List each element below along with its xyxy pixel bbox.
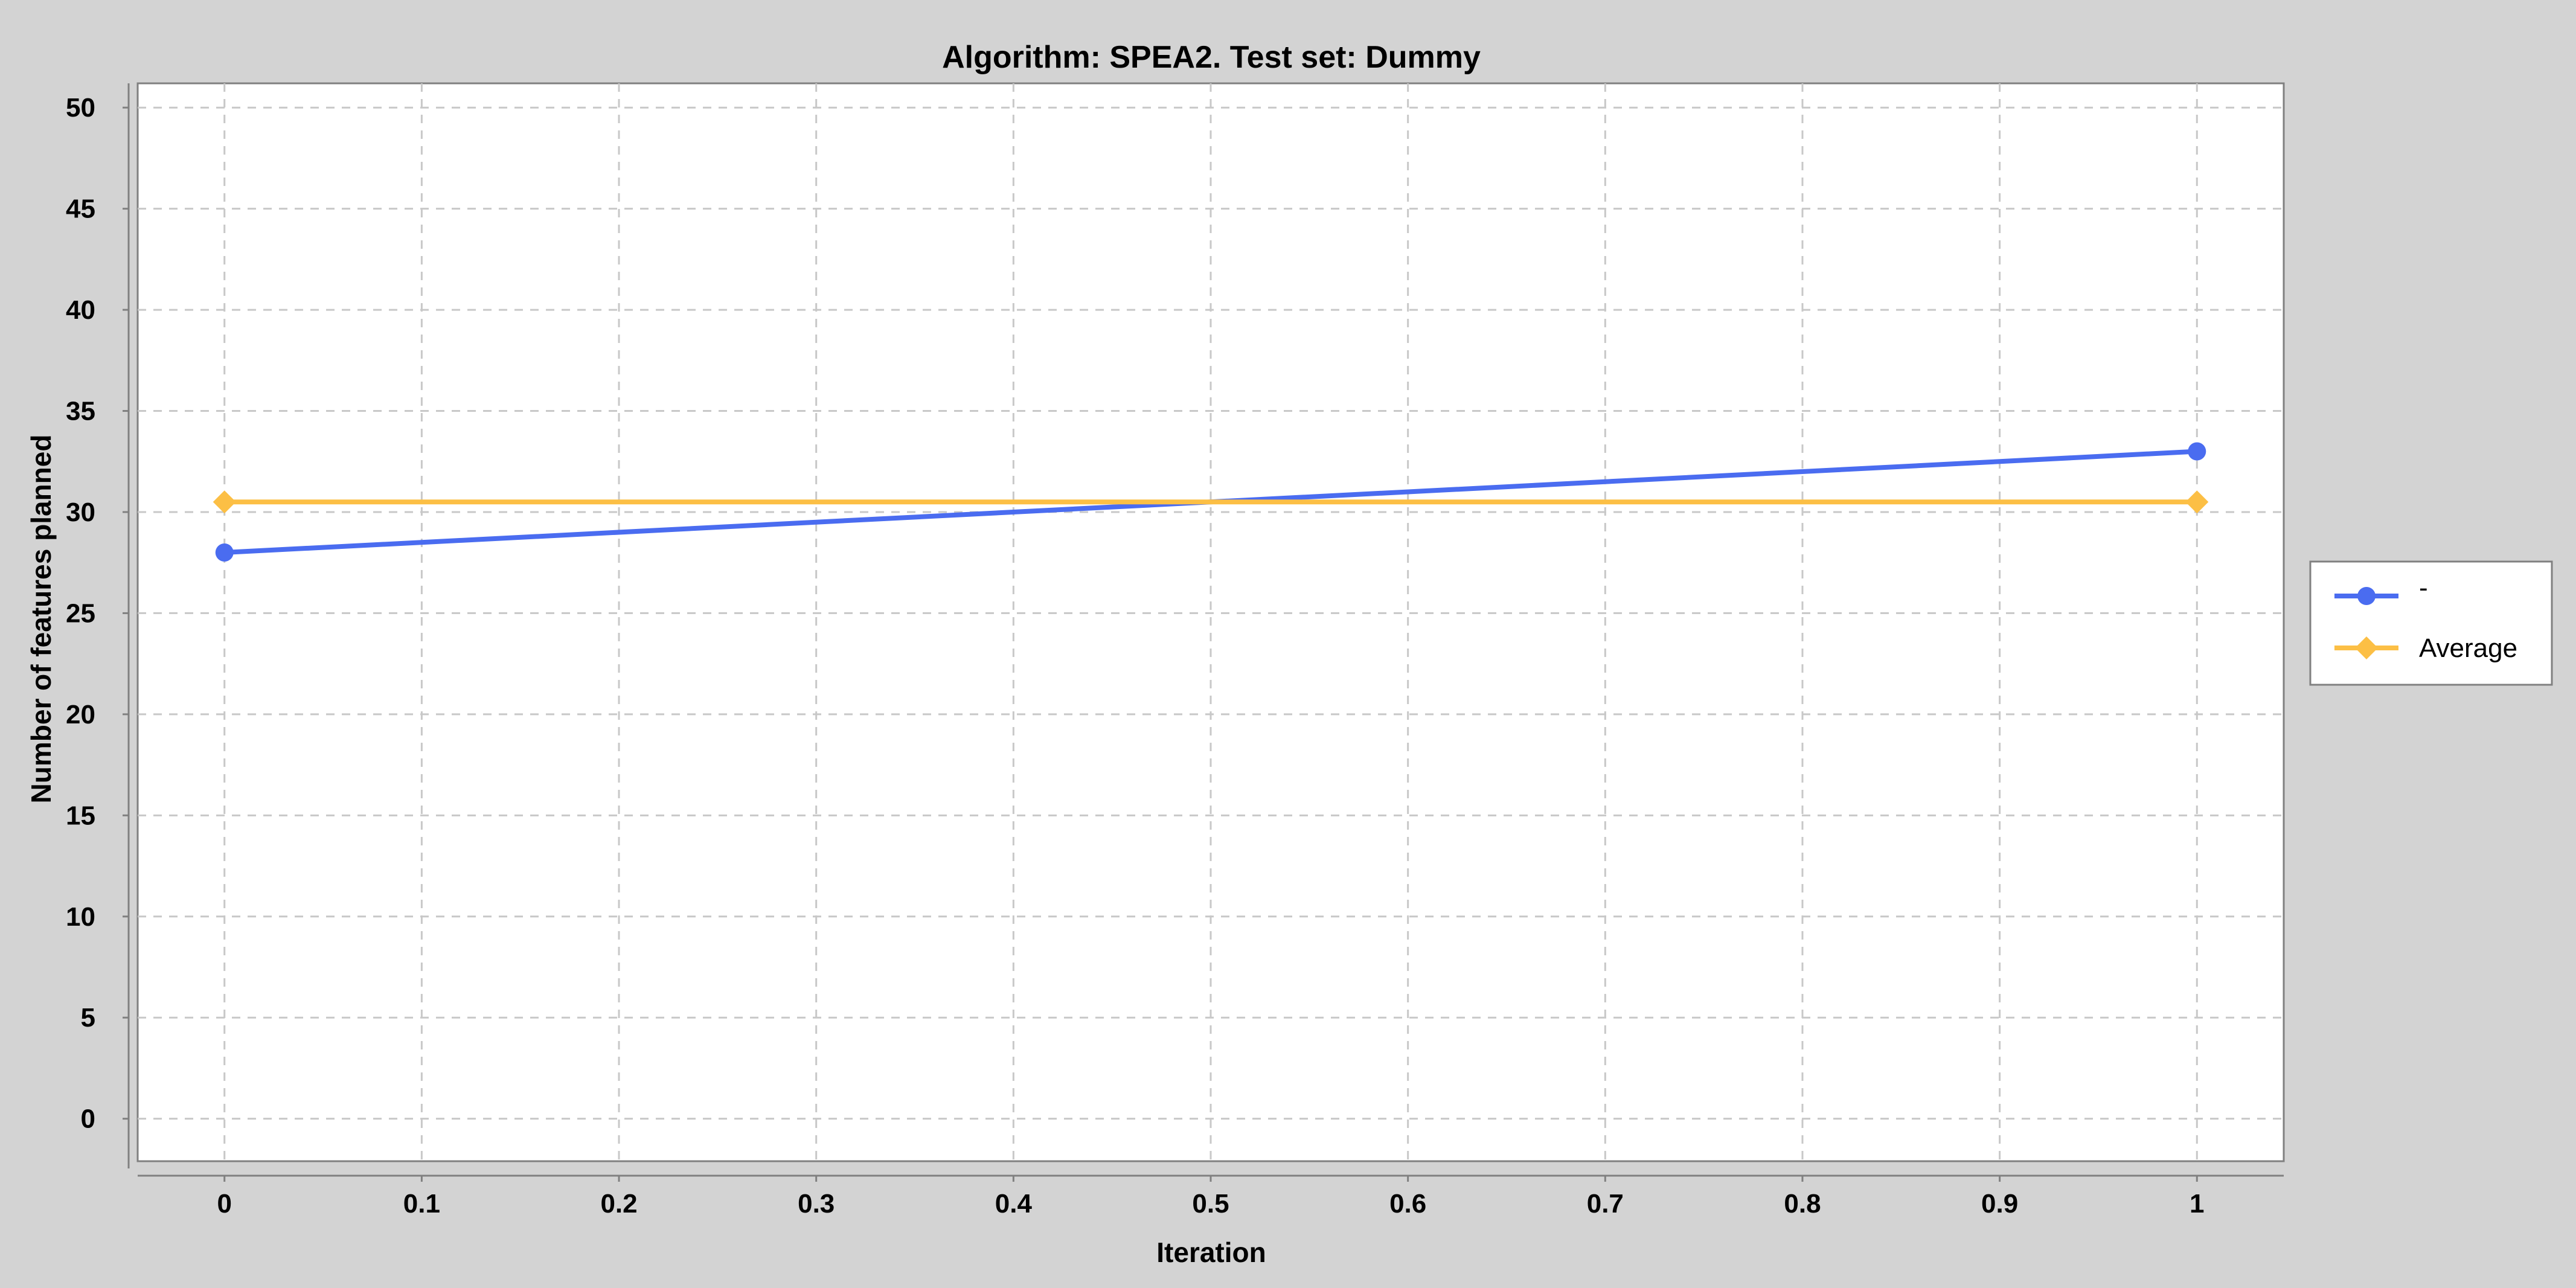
data-point [215,543,234,562]
x-tick-label: 0 [217,1189,231,1219]
x-tick-label: 0.2 [600,1189,637,1219]
y-tick-label: 20 [66,700,95,729]
y-tick-label: 10 [66,902,95,932]
legend-box [2309,560,2553,686]
legend-item: - [2334,573,2428,605]
x-tick-label: 0.5 [1192,1189,1229,1219]
x-tick-label: 0.4 [995,1189,1033,1219]
legend-swatch-marker [2355,636,2378,659]
x-tick-label: 1 [2190,1189,2204,1219]
legend-items: - Average [2334,573,2517,663]
grid [138,83,2284,1161]
x-axis-label: Iteration [1156,1237,1266,1268]
y-axis-ticks: 0 5 10 15 20 25 30 35 40 45 50 [66,93,129,1134]
legend-item: Average [2334,633,2517,663]
y-tick-label: 0 [81,1104,95,1134]
y-axis-label: Number of features planned [25,435,57,804]
x-tick-label: 0.3 [798,1189,835,1219]
data-point [213,490,236,514]
y-tick-label: 25 [66,598,95,628]
y-tick-label: 40 [66,295,95,325]
legend-label: - [2419,573,2428,603]
y-tick-label: 35 [66,397,95,426]
x-tick-label: 0.6 [1389,1189,1426,1219]
y-tick-label: 45 [66,194,95,224]
series-layer [213,442,2209,562]
data-point [2188,442,2206,461]
y-tick-label: 5 [81,1003,95,1033]
x-tick-label: 0.9 [1981,1189,2018,1219]
series-1 [213,490,2209,514]
x-tick-label: 0.1 [403,1189,440,1219]
data-point [2185,490,2209,514]
y-tick-label: 15 [66,801,95,830]
chart-title: Algorithm: SPEA2. Test set: Dummy [942,40,1481,75]
x-tick-label: 0.8 [1784,1189,1821,1219]
legend-swatch-marker [2357,587,2376,605]
y-tick-label: 30 [66,498,95,527]
legend: - Average [2309,560,2553,686]
x-axis-ticks: 0 0.1 0.2 0.3 0.4 0.5 0.6 0.7 0.8 0.9 1 [217,1176,2205,1219]
y-tick-label: 50 [66,93,95,123]
x-tick-label: 0.7 [1587,1189,1624,1219]
legend-label: Average [2419,633,2517,663]
